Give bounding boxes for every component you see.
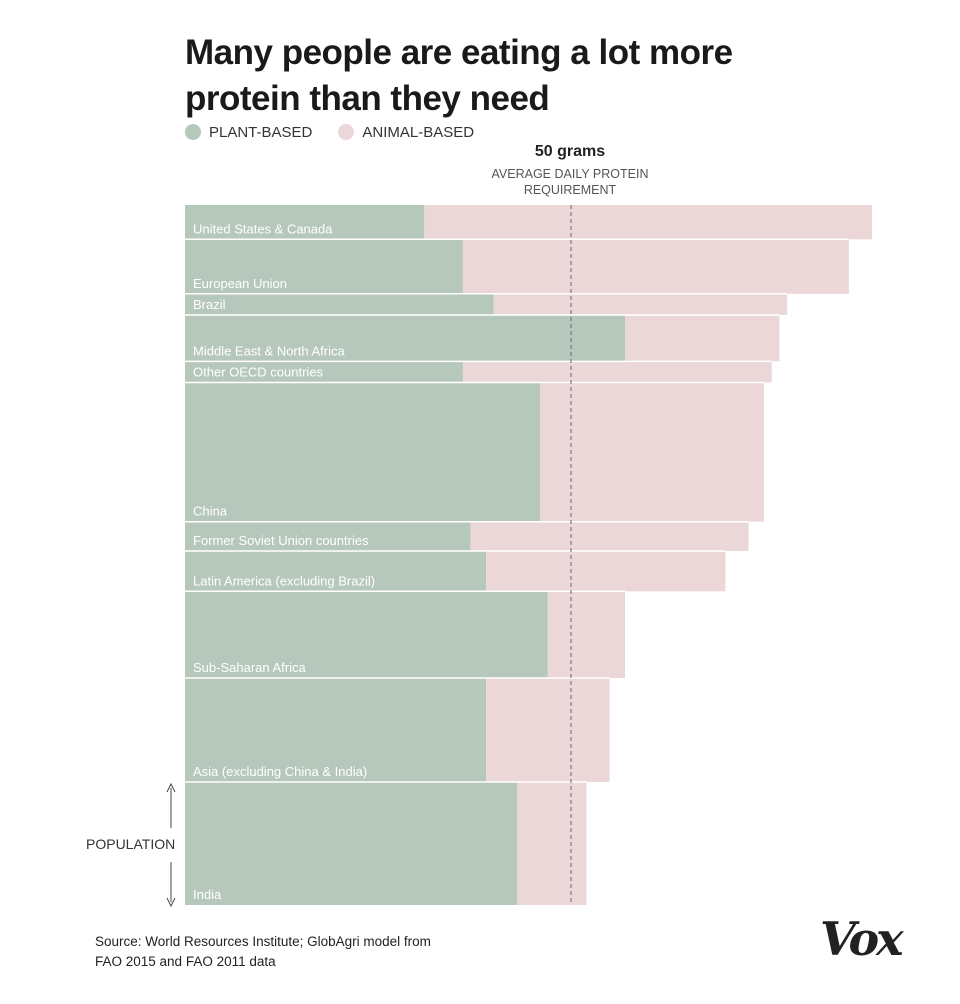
bar-label: Sub-Saharan Africa — [193, 660, 307, 675]
bar-label: Brazil — [193, 297, 226, 312]
bar-label: India — [193, 887, 222, 902]
bar-plant — [185, 550, 487, 592]
legend-item-plant: PLANT-BASED — [185, 124, 312, 141]
bar-animal — [470, 521, 749, 551]
legend-swatch-plant — [185, 124, 201, 140]
vox-logo: Vox — [820, 912, 904, 966]
bar-animal — [486, 550, 726, 592]
bar-plant — [185, 361, 463, 383]
bar-plant — [185, 314, 626, 362]
legend-label-plant: PLANT-BASED — [209, 123, 313, 141]
bar-animal — [493, 293, 788, 315]
bar-plant — [185, 239, 463, 294]
bar-plant — [185, 382, 541, 522]
bar-plant — [185, 591, 548, 679]
population-axis-label: POPULATION — [86, 836, 176, 852]
bar-plant — [185, 678, 487, 782]
bar-plant — [185, 521, 471, 551]
bar-plant — [185, 205, 425, 240]
source-note: Source: World Resources Institute; GlobA… — [95, 932, 431, 972]
legend: PLANT-BASED ANIMAL-BASED — [185, 122, 500, 142]
reference-caption-line2: REQUIREMENT — [523, 183, 617, 197]
bar-label: Latin America (excluding Brazil) — [193, 573, 375, 588]
legend-label-animal: ANIMAL-BASED — [362, 123, 475, 141]
bar-animal — [486, 678, 610, 782]
bar-label: Middle East & North Africa — [193, 343, 345, 358]
bar-animal — [516, 781, 587, 905]
bar-animal — [625, 314, 780, 362]
bar-label: Other OECD countries — [193, 365, 324, 380]
bar-label: China — [193, 504, 228, 519]
bar-label: Asia (excluding China & India) — [193, 764, 367, 779]
bar-label: United States & Canada — [193, 221, 333, 236]
bar-animal — [540, 382, 764, 522]
bar-label: European Union — [193, 276, 287, 291]
bar-animal — [424, 205, 873, 240]
source-line-2: FAO 2015 and FAO 2011 data — [95, 954, 276, 969]
legend-item-animal: ANIMAL-BASED — [338, 124, 474, 141]
reference-caption: AVERAGE DAILY PROTEIN REQUIREMENT — [470, 166, 670, 198]
source-line-1: Source: World Resources Institute; GlobA… — [95, 934, 431, 949]
bar-plant — [185, 293, 494, 315]
bar-animal — [462, 361, 772, 383]
legend-swatch-animal — [338, 124, 355, 140]
bar-animal — [547, 591, 626, 679]
bar-label: Former Soviet Union countries — [193, 533, 369, 548]
population-arrow-up-icon — [166, 782, 176, 793]
chart-title: Many people are eating a lot more protei… — [185, 33, 733, 118]
reference-value-label: 50 grams — [534, 143, 606, 160]
reference-caption-line1: AVERAGE DAILY PROTEIN — [491, 167, 649, 181]
bar-plant — [185, 781, 517, 905]
population-arrow-down-icon — [166, 897, 176, 908]
bar-animal — [462, 239, 849, 294]
